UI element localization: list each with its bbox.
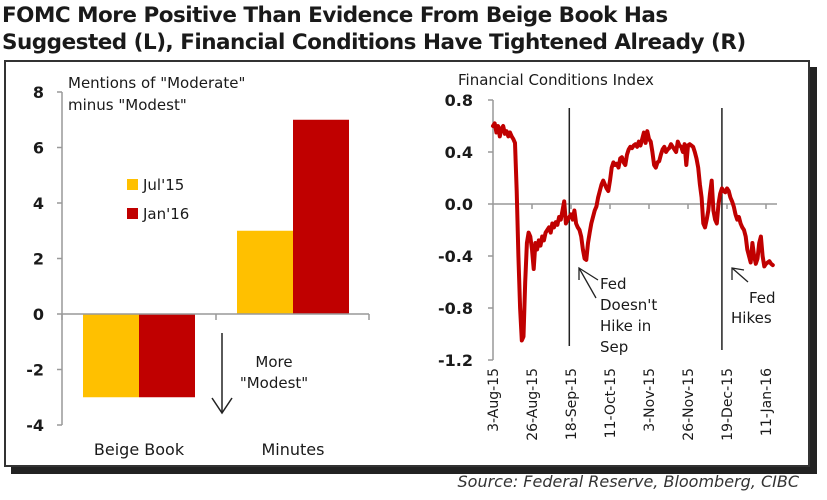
annotation-line2: "Modest" [240,374,308,392]
left-chart-title-line1: Mentions of "Moderate" [68,74,245,92]
bar-jan16-beige-book [139,314,195,398]
right-y-tick-label: -0.8 [438,299,473,318]
chart-title: FOMC More Positive Than Evidence From Be… [2,2,827,56]
left-y-tick-label: -4 [26,416,44,435]
right-y-tick-label: 0.4 [445,143,473,162]
fed-doesnt-hike-line3: Hike in [600,317,651,335]
right-x-axis: 3-Aug-15 26-Aug-15 18-Sep-15 11-Oct-15 3-Nov… [486,203,777,441]
chart-frame [4,60,810,467]
right-y-tick-label: -1.2 [438,351,473,370]
fed-doesnt-hike-line1: Fed [600,275,627,293]
left-y-tick-label: 4 [33,194,44,213]
fed-hikes-annotation: Fed Hikes [731,267,776,327]
left-x-category-label: Beige Book [94,440,185,459]
right-x-tick-label: 19-Dec-15 [720,368,736,441]
right-y-tick-label: 0.0 [445,195,473,214]
annotation-arrow-shaft-2 [731,267,749,283]
fed-hikes-line2: Hikes [731,309,772,327]
right-x-tick-label: 11-Oct-15 [603,368,619,438]
right-line-chart: Financial Conditions Index 0.8 0.4 0.0 -0.4… [438,71,777,441]
legend-label-jan16: Jan'16 [142,205,189,223]
bar-jul15-minutes [237,230,293,314]
fed-doesnt-hike-annotation: Fed Doesn't Hike in Sep [578,266,657,356]
left-bar-chart: Mentions of "Moderate" minus "Modest" 8 6… [26,74,370,459]
annotation-arrow-icon-2 [731,267,745,280]
right-y-axis: 0.8 0.4 0.0 -0.4 -0.8 -1.2 [438,91,494,370]
left-bars [83,119,349,398]
left-x-axis: Beige Book Minutes [61,313,370,459]
right-y-tick-label: -0.4 [438,247,473,266]
left-x-category-label: Minutes [262,440,325,459]
annotation-line1: More [255,353,292,371]
legend: Jul'15 Jan'16 [127,176,189,223]
bar-jul15-beige-book [83,314,139,398]
left-y-tick-label: 6 [33,139,44,158]
fed-hikes-line1: Fed [749,289,776,307]
legend-label-jul15: Jul'15 [142,176,184,194]
left-y-axis: 8 6 4 2 0 -2 -4 [26,83,63,435]
right-x-tick-label: 26-Nov-15 [681,368,697,441]
right-y-tick-label: 0.8 [445,91,473,110]
left-y-tick-label: 2 [33,250,44,269]
chart-title-line1: FOMC More Positive Than Evidence From Be… [2,3,668,28]
left-y-tick-label: 0 [33,305,44,324]
right-x-tick-label: 3-Aug-15 [486,368,502,432]
event-lines [568,108,723,350]
right-chart-title: Financial Conditions Index [458,71,654,89]
annotation-arrow-shaft [578,267,597,299]
left-y-tick-label: -2 [26,361,44,380]
left-y-tick-label: 8 [33,83,44,102]
right-x-tick-label: 3-Nov-15 [642,368,658,432]
bar-jan16-minutes [293,119,349,314]
fed-doesnt-hike-line4: Sep [600,338,628,356]
fci-series-line [491,121,775,343]
more-modest-annotation: More "Modest" [211,333,308,415]
down-arrow-head-icon [211,397,233,415]
right-x-tick-label: 26-Aug-15 [525,368,541,441]
legend-swatch-jan16 [127,208,138,219]
chart-title-line2: Suggested (L), Financial Conditions Have… [2,30,746,55]
left-chart-title-line2: minus "Modest" [68,96,187,114]
source-note: Source: Federal Reserve, Bloomberg, CIBC [457,472,799,491]
fed-doesnt-hike-line2: Doesn't [600,296,657,314]
right-x-tick-label: 18-Sep-15 [564,368,580,440]
legend-swatch-jul15 [127,179,138,190]
right-x-tick-label: 11-Jan-16 [759,368,775,436]
